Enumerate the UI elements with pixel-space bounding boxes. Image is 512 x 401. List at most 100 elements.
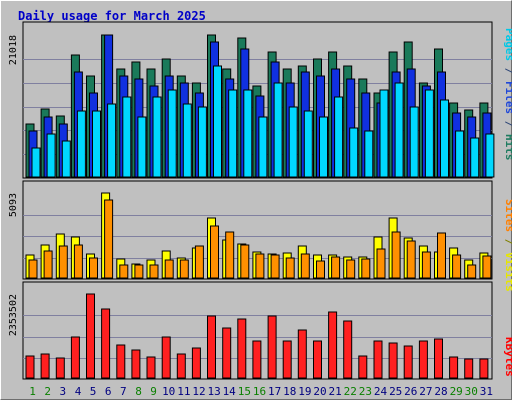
bar-pages-23 [364,130,374,178]
bar-pages-17 [273,82,283,178]
bar-pages-1 [31,147,41,178]
day-label-29: 29 [450,385,463,398]
bar-pages-18 [288,106,298,178]
top-legend-entry: Hits [503,134,512,161]
bar-sites-22 [346,259,356,279]
bar-kbytes-20 [313,340,322,379]
day-label-12: 12 [192,385,205,398]
bar-kbytes-12 [191,347,201,379]
bar-kbytes-13 [207,315,216,379]
day-label-21: 21 [328,385,341,398]
day-label-8: 8 [135,385,142,398]
day-label-4: 4 [75,385,82,398]
day-label-25: 25 [389,385,402,398]
bar-sites-19 [300,253,310,279]
top-legend-entry: Pages [503,28,512,61]
bar-pages-24 [379,89,389,178]
bar-sites-6 [104,199,114,279]
bot-legend: KBytes [503,337,512,377]
bar-sites-28 [437,232,446,279]
bar-kbytes-25 [388,342,398,379]
day-label-3: 3 [59,385,66,398]
day-label-5: 5 [90,385,97,398]
top-ymax-label: 21018 [8,35,19,65]
day-label-28: 28 [434,385,447,398]
bar-pages-13 [213,65,222,178]
day-label-24: 24 [374,385,388,398]
top-legend-entry: / [503,114,512,134]
bar-kbytes-26 [403,345,413,379]
bar-sites-5 [89,257,98,279]
bar-sites-11 [179,259,189,279]
day-label-31: 31 [480,385,493,398]
top-panel-border [22,21,493,179]
bar-pages-10 [167,89,177,178]
bar-sites-24 [376,248,386,279]
bar-pages-29 [455,130,465,178]
bar-kbytes-22 [343,320,353,379]
bar-kbytes-7 [116,344,126,379]
bar-sites-30 [467,264,477,279]
bar-kbytes-1 [25,355,35,379]
bar-kbytes-15 [237,318,247,379]
bar-kbytes-19 [297,329,307,379]
bar-pages-28 [440,99,449,178]
bar-kbytes-28 [434,338,443,379]
bar-pages-7 [122,96,132,178]
day-label-11: 11 [177,385,190,398]
bar-sites-2 [43,250,53,279]
bar-sites-18 [285,257,295,279]
bar-sites-23 [361,258,371,279]
bar-kbytes-31 [479,358,489,379]
bar-kbytes-14 [222,327,232,379]
bar-pages-20 [319,116,328,178]
bar-kbytes-23 [358,355,368,379]
bar-sites-8 [134,264,144,279]
day-label-30: 30 [465,385,478,398]
mid-panel-border [22,180,493,280]
bar-pages-25 [394,82,404,178]
bar-kbytes-29 [449,356,459,379]
bar-sites-1 [28,259,38,279]
bar-pages-14 [228,89,238,178]
bar-pages-11 [182,103,192,178]
bar-pages-26 [409,106,419,178]
bot-ymax-label: 2353502 [8,294,19,336]
day-label-13: 13 [207,385,220,398]
day-label-18: 18 [283,385,296,398]
bar-pages-16 [258,116,268,178]
day-label-26: 26 [404,385,417,398]
bar-kbytes-18 [282,340,292,379]
bar-kbytes-16 [252,340,262,379]
bar-kbytes-21 [328,311,338,379]
bar-kbytes-17 [267,315,277,379]
bar-pages-5 [92,110,101,178]
bar-pages-15 [243,89,253,178]
day-label-9: 9 [150,385,157,398]
day-label-17: 17 [268,385,281,398]
bar-sites-15 [240,244,250,279]
bar-kbytes-3 [55,357,65,379]
bar-kbytes-2 [40,353,50,379]
bar-pages-27 [424,89,434,178]
top-legend: Pages / Files / Hits [503,28,512,161]
day-label-15: 15 [238,385,251,398]
bot-legend-entry: KBytes [503,337,512,377]
top-legend-entry: / [503,61,512,81]
top-legend-entry: Files [503,81,512,114]
bar-sites-20 [316,260,325,279]
bar-pages-4 [76,110,86,178]
bar-pages-21 [334,96,344,178]
bar-sites-14 [225,231,235,279]
day-label-10: 10 [162,385,175,398]
bar-pages-30 [470,137,480,178]
bar-sites-16 [255,253,265,279]
day-label-7: 7 [120,385,127,398]
bar-pages-3 [61,140,71,178]
bar-pages-22 [349,127,359,178]
bar-sites-31 [482,255,492,279]
bar-pages-12 [197,106,207,178]
bar-kbytes-4 [70,336,80,379]
day-label-27: 27 [419,385,432,398]
bar-kbytes-11 [176,353,186,379]
